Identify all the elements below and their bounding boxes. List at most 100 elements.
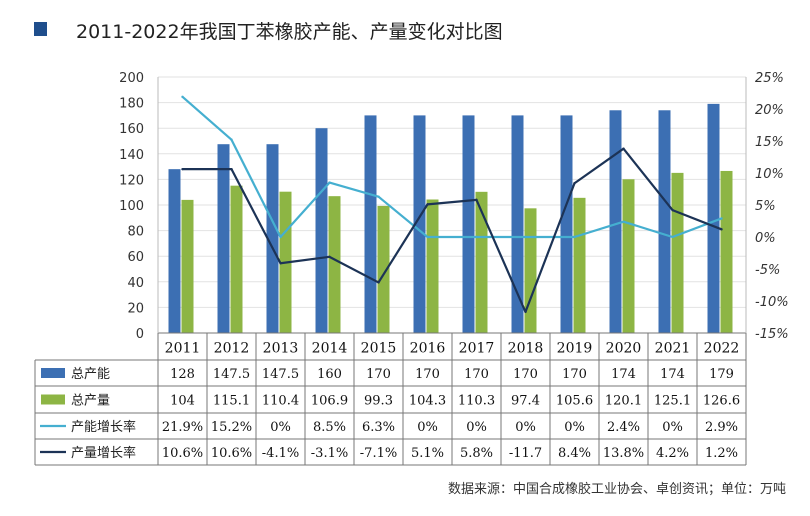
table-cell: 2.4% — [607, 420, 640, 435]
table-cell: 105.6 — [556, 394, 593, 409]
y-tick-label: 140 — [119, 148, 144, 163]
table-cell: 8.4% — [558, 446, 591, 461]
capacity-growth-line-point — [377, 195, 380, 198]
table-cell: 120.1 — [605, 394, 642, 409]
table-cell: -4.1% — [262, 446, 299, 461]
output-growth-line-point — [279, 262, 282, 265]
capacity-growth-line-point — [720, 217, 723, 220]
category-label: 2018 — [508, 341, 544, 357]
table-cell: 15.2% — [211, 420, 252, 435]
y2-tick-label: 15% — [755, 135, 784, 150]
y-tick-label: 100 — [119, 199, 144, 214]
y2-tick-label: -10% — [755, 295, 789, 310]
output-bar — [622, 179, 635, 333]
table-cell: 125.1 — [654, 394, 691, 409]
category-label: 2013 — [263, 341, 299, 357]
output-growth-line-point — [230, 167, 233, 171]
output-growth-line-point — [524, 310, 527, 314]
table-cell: 174 — [611, 367, 636, 382]
output-growth-line-point — [573, 182, 576, 185]
table-cell: 170 — [562, 367, 587, 382]
table-cell: 106.9 — [311, 394, 348, 409]
title-marker — [34, 22, 47, 36]
table-cell: -11.7 — [509, 446, 542, 461]
y-tick-label: 120 — [119, 173, 144, 188]
table-cell: 110.3 — [458, 394, 495, 409]
table-cell: 21.9% — [162, 420, 203, 435]
legend-swatch — [41, 368, 65, 378]
output-bar — [573, 197, 586, 333]
category-label: 2017 — [459, 341, 495, 357]
y2-tick-label: -5% — [755, 263, 780, 278]
table-cell: 0% — [270, 420, 291, 435]
table-cell: 174 — [660, 367, 685, 382]
output-bar — [328, 196, 341, 333]
output-bar — [524, 208, 537, 333]
capacity-bar — [609, 110, 622, 333]
table-cell: 0% — [564, 420, 585, 435]
capacity-bar — [413, 115, 426, 334]
output-growth-line — [182, 147, 722, 313]
category-label: 2022 — [704, 341, 740, 357]
y2-tick-label: 0% — [755, 231, 776, 246]
table-cell: 97.4 — [511, 394, 540, 409]
table-cell: 0% — [662, 420, 683, 435]
capacity-growth-line-point — [475, 235, 478, 239]
y2-tick-label: 20% — [755, 103, 784, 118]
output-bar — [181, 199, 194, 333]
capacity-growth-line-point — [279, 235, 282, 239]
capacity-bar — [217, 144, 230, 333]
output-growth-line-point — [181, 167, 184, 171]
y-tick-label: 20 — [127, 301, 144, 316]
capacity-growth-line — [181, 96, 722, 239]
table-cell: 2.9% — [705, 420, 738, 435]
table-cell: 170 — [366, 367, 391, 382]
category-label: 2021 — [655, 341, 691, 357]
capacity-bar — [658, 110, 671, 333]
table-cell: 147.5 — [262, 367, 299, 382]
output-growth-line-point — [377, 281, 380, 284]
capacity-growth-line-point — [230, 138, 233, 141]
output-growth-line-point — [426, 203, 429, 206]
table-cell: 1.2% — [705, 446, 738, 461]
capacity-bar — [511, 115, 524, 334]
output-bar — [475, 191, 488, 333]
capacity-growth-line-point — [671, 235, 674, 239]
table-cell: 126.6 — [703, 394, 740, 409]
table-cell: -7.1% — [360, 446, 397, 461]
category-label: 2016 — [410, 341, 446, 357]
capacity-growth-line-point — [573, 235, 576, 239]
table-cell: 110.4 — [262, 394, 299, 409]
capacity-bar — [266, 144, 279, 333]
output-growth-line-point — [671, 208, 674, 212]
category-label: 2020 — [606, 341, 642, 357]
table-cell: 6.3% — [362, 420, 395, 435]
legend-swatch — [41, 394, 65, 405]
table-cell: 104.3 — [409, 394, 446, 409]
legend-label: 产能增长率 — [71, 419, 136, 435]
chart-title: 2011-2022年我国丁苯橡胶产能、产量变化对比图 — [76, 21, 503, 43]
y2-tick-label: 5% — [755, 199, 776, 214]
category-label: 2012 — [214, 341, 250, 357]
output-growth-line-point — [720, 228, 723, 231]
category-label: 2014 — [312, 341, 348, 357]
table-cell: 170 — [464, 367, 489, 382]
y-tick-label: 80 — [127, 225, 144, 240]
y2-tick-label: 25% — [755, 71, 784, 86]
output-bar — [720, 170, 733, 333]
table-cell: 170 — [415, 367, 440, 382]
y-tick-label: 200 — [119, 71, 144, 86]
legend-label: 产量增长率 — [71, 445, 136, 461]
table-cell: -3.1% — [311, 446, 348, 461]
y2-tick-label: -15% — [755, 327, 789, 342]
capacity-bar — [315, 128, 328, 333]
output-bar — [426, 199, 439, 333]
y-tick-label: 40 — [127, 276, 144, 291]
category-label: 2019 — [557, 341, 593, 357]
y-tick-label: 180 — [119, 97, 144, 112]
table-cell: 0% — [466, 420, 487, 435]
y-tick-label: 0 — [136, 327, 144, 342]
source-note: 数据来源：中国合成橡胶工业协会、卓创资讯；单位：万吨 — [447, 482, 786, 497]
table-cell: 147.5 — [213, 367, 250, 382]
